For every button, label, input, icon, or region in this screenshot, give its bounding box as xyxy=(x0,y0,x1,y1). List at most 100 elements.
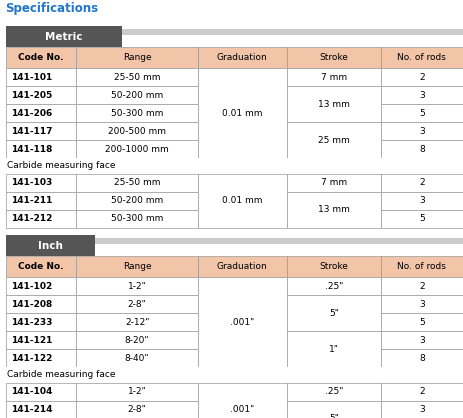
Text: 141-205: 141-205 xyxy=(11,91,52,99)
Text: 141-121: 141-121 xyxy=(11,336,52,344)
Text: Range: Range xyxy=(123,53,151,62)
Text: 50-300 mm: 50-300 mm xyxy=(111,109,163,117)
Text: Graduation: Graduation xyxy=(217,262,267,271)
Bar xyxy=(6,331,76,349)
Bar xyxy=(380,313,462,331)
Bar xyxy=(76,47,197,68)
Text: Code No.: Code No. xyxy=(18,53,63,62)
Bar xyxy=(380,86,462,104)
Bar xyxy=(6,26,122,47)
Bar xyxy=(6,174,76,192)
Bar xyxy=(197,256,286,277)
Bar xyxy=(76,192,197,210)
Text: 141-212: 141-212 xyxy=(11,214,52,223)
Text: Range: Range xyxy=(123,262,151,271)
Bar xyxy=(76,210,197,228)
Bar xyxy=(286,277,380,295)
Bar xyxy=(94,239,462,245)
Text: 5: 5 xyxy=(418,214,424,223)
Bar xyxy=(122,29,462,36)
Bar xyxy=(380,401,462,418)
Text: 1-2": 1-2" xyxy=(127,387,146,396)
Text: 141-101: 141-101 xyxy=(11,73,52,82)
Text: 141-122: 141-122 xyxy=(11,354,52,362)
Text: Inch: Inch xyxy=(38,241,63,251)
Bar xyxy=(380,47,462,68)
Text: 5: 5 xyxy=(418,109,424,117)
Text: 3: 3 xyxy=(418,336,424,344)
Text: Stroke: Stroke xyxy=(319,262,348,271)
Text: 141-206: 141-206 xyxy=(11,109,52,117)
Bar xyxy=(380,104,462,122)
Text: 2-8": 2-8" xyxy=(127,405,146,414)
Bar xyxy=(380,68,462,86)
Text: .001": .001" xyxy=(230,405,254,414)
Text: Stroke: Stroke xyxy=(319,53,348,62)
Text: 0.01 mm: 0.01 mm xyxy=(222,196,262,205)
Text: Carbide measuring face: Carbide measuring face xyxy=(7,161,115,171)
Bar xyxy=(197,383,286,418)
Bar xyxy=(197,68,286,158)
Text: Metric: Metric xyxy=(45,32,82,42)
Text: 1-2": 1-2" xyxy=(127,282,146,291)
Bar xyxy=(76,277,197,295)
Text: 50-200 mm: 50-200 mm xyxy=(111,196,163,205)
Text: 13 mm: 13 mm xyxy=(317,99,349,109)
Bar xyxy=(286,401,380,418)
Bar xyxy=(6,313,76,331)
Bar xyxy=(286,122,380,158)
Bar xyxy=(6,47,76,68)
Bar xyxy=(6,104,76,122)
Bar xyxy=(6,140,76,158)
Text: 141-104: 141-104 xyxy=(11,387,52,396)
Bar xyxy=(6,383,76,401)
Text: 1": 1" xyxy=(328,344,338,354)
Text: 5": 5" xyxy=(328,414,338,418)
Text: 141-102: 141-102 xyxy=(11,282,52,291)
Bar xyxy=(6,235,94,256)
Bar xyxy=(380,349,462,367)
Bar xyxy=(380,256,462,277)
Text: 7 mm: 7 mm xyxy=(320,178,346,187)
Bar xyxy=(380,122,462,140)
Bar xyxy=(286,331,380,367)
Text: 200-500 mm: 200-500 mm xyxy=(108,127,166,135)
Text: 3: 3 xyxy=(418,405,424,414)
Text: 141-214: 141-214 xyxy=(11,405,53,414)
Bar xyxy=(76,68,197,86)
Text: 3: 3 xyxy=(418,91,424,99)
Bar xyxy=(6,86,76,104)
Bar xyxy=(6,401,76,418)
Bar xyxy=(380,331,462,349)
Bar xyxy=(286,256,380,277)
Text: 3: 3 xyxy=(418,196,424,205)
Bar xyxy=(197,47,286,68)
Bar xyxy=(286,47,380,68)
Text: 25-50 mm: 25-50 mm xyxy=(113,178,160,187)
Text: Graduation: Graduation xyxy=(217,53,267,62)
Text: 8-40": 8-40" xyxy=(125,354,149,362)
Text: No. of rods: No. of rods xyxy=(397,53,445,62)
Bar xyxy=(286,86,380,122)
Text: 5": 5" xyxy=(328,308,338,318)
Text: 2: 2 xyxy=(418,73,424,82)
Bar xyxy=(380,295,462,313)
Text: 13 mm: 13 mm xyxy=(317,205,349,214)
Bar xyxy=(76,313,197,331)
Text: 8-20": 8-20" xyxy=(125,336,149,344)
Bar xyxy=(6,122,76,140)
Bar xyxy=(380,192,462,210)
Bar xyxy=(6,158,462,174)
Text: Specifications: Specifications xyxy=(6,2,99,15)
Bar xyxy=(380,174,462,192)
Bar xyxy=(76,349,197,367)
Text: 8: 8 xyxy=(418,354,424,362)
Text: 25-50 mm: 25-50 mm xyxy=(113,73,160,82)
Text: 50-200 mm: 50-200 mm xyxy=(111,91,163,99)
Text: 141-117: 141-117 xyxy=(11,127,53,135)
Text: .001": .001" xyxy=(230,318,254,326)
Text: .25": .25" xyxy=(324,387,342,396)
Bar xyxy=(76,256,197,277)
Bar xyxy=(6,295,76,313)
Bar xyxy=(286,192,380,228)
